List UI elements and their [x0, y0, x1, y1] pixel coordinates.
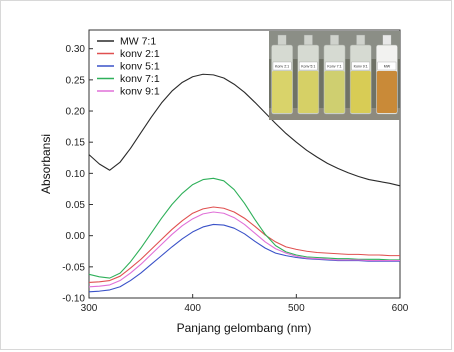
bottle-liquid [324, 71, 345, 113]
x-tick-label: 400 [184, 303, 201, 314]
legend-label: konv 7:1 [120, 73, 160, 85]
series-line-1 [88, 206, 400, 283]
y-tick-label: 0.20 [66, 107, 86, 118]
bottle-label: Konv 2:1 [275, 64, 289, 68]
y-tick-label: 0.10 [66, 169, 86, 180]
inset-photo: Konv 2:1 Konv 5:1 Konv 7:1 Konv 9:1 MW [269, 31, 400, 120]
series-line-2 [88, 223, 400, 293]
bottle: Konv 7:1 [323, 34, 346, 115]
bottle-neck [330, 34, 339, 46]
bottle-label: MW [384, 64, 391, 68]
bottle-label-tag [272, 61, 292, 71]
bottle-neck [303, 34, 313, 46]
bottle-label-tag [325, 61, 344, 71]
bottle-neck [382, 34, 392, 46]
y-tick-label: -0.10 [62, 294, 85, 305]
bottle: Konv 9:1 [349, 34, 372, 115]
series-line-4 [88, 211, 400, 288]
bottle-label-tag [377, 61, 397, 71]
bottle: Konv 5:1 [297, 34, 320, 115]
bottle-label-tag [299, 61, 318, 71]
legend-label: konv 5:1 [120, 61, 160, 73]
x-tick-label: 600 [392, 303, 409, 314]
bottle-label-tag [351, 61, 370, 71]
series-lines [88, 73, 401, 293]
bottle-liquid [376, 71, 397, 113]
x-axis-title: Panjang gelombang (nm) [177, 321, 312, 335]
y-axis-title: Absorbansi [39, 134, 53, 194]
legend-label: konv 2:1 [120, 48, 160, 60]
bottle-label: Konv 7:1 [327, 64, 341, 68]
bottle-liquid [350, 71, 371, 113]
bottle-neck [356, 34, 366, 46]
y-axis: -0.10 -0.05 0.00 0.05 0.10 0.15 0.20 0.25 0.30 [62, 44, 93, 305]
bottle-liquid [298, 71, 319, 113]
series-line-3 [88, 177, 400, 279]
series-line-0 [88, 73, 401, 187]
bottle: MW [376, 34, 398, 115]
y-tick-label: 0.05 [66, 200, 86, 211]
bottle: Konv 2:1 [271, 34, 293, 115]
legend-label: konv 9:1 [120, 86, 160, 98]
y-tick-label: 0.30 [66, 44, 86, 55]
y-tick-label: 0.25 [66, 75, 86, 86]
bottle-liquid [272, 71, 293, 113]
bottle-label: Konv 5:1 [301, 64, 315, 68]
y-tick-label: -0.05 [62, 262, 85, 273]
bottle-label: Konv 9:1 [354, 64, 368, 68]
bottle-neck [277, 34, 287, 46]
y-tick-label: 0.15 [66, 138, 86, 149]
y-tick-label: 0.00 [66, 231, 86, 242]
legend-label: MW 7:1 [120, 36, 156, 48]
x-tick-label: 300 [81, 303, 98, 314]
x-axis: 300 400 500 600 [81, 294, 409, 314]
x-tick-label: 500 [288, 303, 305, 314]
